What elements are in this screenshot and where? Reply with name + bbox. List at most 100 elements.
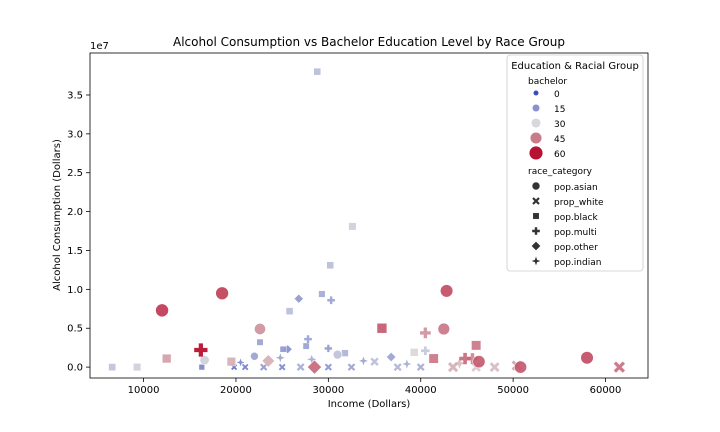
data-point — [260, 363, 268, 371]
data-point — [341, 349, 349, 357]
y-axis-offset-label: 1e7 — [90, 41, 109, 52]
x-tick-label: 20000 — [220, 385, 252, 396]
data-point — [155, 303, 169, 318]
data-point — [613, 361, 626, 373]
data-point — [421, 346, 430, 356]
x-tick-label: 30000 — [312, 385, 344, 396]
legend-hue-marker — [531, 103, 541, 113]
data-point — [198, 363, 205, 371]
plot-area — [89, 52, 649, 379]
data-point — [285, 307, 294, 315]
data-point — [307, 359, 322, 375]
legend-style-marker — [531, 181, 541, 191]
data-point — [428, 353, 439, 364]
x-tick-label: 40000 — [405, 385, 437, 396]
x-tick-label: 10000 — [128, 385, 160, 396]
data-point — [133, 363, 142, 372]
legend-style-label: pop.multi — [554, 228, 597, 238]
data-point — [254, 323, 266, 335]
legend-style-marker — [531, 241, 541, 251]
data-point — [215, 286, 229, 301]
data-point — [580, 351, 594, 365]
data-point — [302, 342, 310, 350]
legend-hue-marker — [532, 89, 540, 97]
data-point — [332, 349, 343, 360]
x-tick-label: 60000 — [590, 385, 622, 396]
data-point — [194, 343, 208, 357]
legend: Education & Racial Group bachelor 0 15 30 4… — [506, 54, 644, 272]
y-tick-label: 2.5 — [67, 168, 83, 179]
legend-style-marker — [532, 227, 540, 235]
data-point — [419, 327, 431, 339]
chart-title: Alcohol Consumption vs Bachelor Educatio… — [173, 35, 565, 49]
data-point — [410, 348, 419, 357]
y-axis-label: Alcohol Consumption (Dollars) — [52, 139, 63, 291]
data-point — [326, 261, 334, 270]
x-axis: 10000 20000 30000 40000 50000 60000 — [128, 378, 622, 396]
data-point — [162, 353, 172, 364]
legend-hue-title: bachelor — [528, 77, 567, 87]
data-point — [256, 338, 264, 346]
legend-style-marker — [532, 212, 540, 220]
y-tick-label: 0.5 — [67, 324, 83, 335]
legend-style-entries: pop.asian prop_white pop.black pop.multi pop… — [531, 181, 604, 268]
data-point — [514, 360, 527, 374]
legend-box — [506, 54, 644, 272]
legend-hue-label: 60 — [554, 150, 566, 160]
data-point — [370, 357, 379, 366]
legend-style-label: pop.asian — [554, 183, 598, 193]
data-point — [307, 354, 317, 364]
legend-style-label: pop.black — [554, 213, 598, 223]
legend-style-label: pop.other — [554, 243, 598, 253]
data-point — [447, 362, 459, 373]
legend-hue-label: 0 — [554, 90, 560, 100]
legend-title: Education & Racial Group — [511, 61, 639, 72]
data-point — [226, 357, 236, 367]
data-point — [261, 354, 275, 368]
legend-style-marker — [532, 197, 540, 205]
data-point — [108, 363, 117, 371]
data-point — [453, 357, 466, 369]
data-point — [236, 358, 245, 367]
data-point — [386, 352, 397, 362]
y-tick-label: 3.0 — [67, 129, 83, 140]
legend-hue-marker — [529, 131, 543, 145]
legend-hue-marker — [530, 117, 542, 129]
data-point — [359, 356, 368, 366]
data-point — [293, 293, 304, 304]
data-point — [348, 222, 357, 231]
data-point — [278, 363, 286, 371]
y-tick-label: 1.0 — [67, 285, 83, 296]
legend-hue-label: 45 — [554, 135, 565, 145]
x-tick-label: 50000 — [497, 385, 529, 396]
legend-hue-label: 30 — [554, 120, 566, 130]
data-point — [304, 335, 312, 343]
data-point — [459, 352, 471, 365]
legend-style-label: prop_white — [554, 198, 604, 208]
data-point — [324, 344, 333, 353]
data-point — [471, 340, 482, 351]
data-point — [296, 363, 305, 372]
y-tick-label: 3.5 — [67, 90, 83, 101]
data-point — [393, 363, 402, 372]
data-point — [437, 322, 451, 336]
data-point — [376, 323, 388, 334]
data-point — [241, 363, 249, 371]
y-tick-label: 2.0 — [67, 207, 83, 218]
data-point — [324, 363, 332, 371]
data-point — [347, 363, 356, 371]
data-point — [402, 359, 412, 369]
legend-hue-entries: 0 15 30 45 60 — [528, 89, 566, 161]
data-point — [275, 353, 285, 363]
legend-style-label: pop.indian — [554, 258, 601, 268]
data-point — [318, 290, 326, 298]
x-axis-label: Income (Dollars) — [328, 399, 411, 410]
legend-hue-marker — [528, 145, 544, 161]
data-point — [250, 351, 259, 361]
y-tick-label: 0.0 — [67, 363, 83, 374]
y-axis: 0.0 0.5 1.0 1.5 2.0 2.5 3.0 3.5 — [67, 90, 90, 374]
data-point — [472, 355, 486, 369]
legend-style-title: race_category — [528, 167, 593, 177]
data-point — [313, 67, 322, 76]
